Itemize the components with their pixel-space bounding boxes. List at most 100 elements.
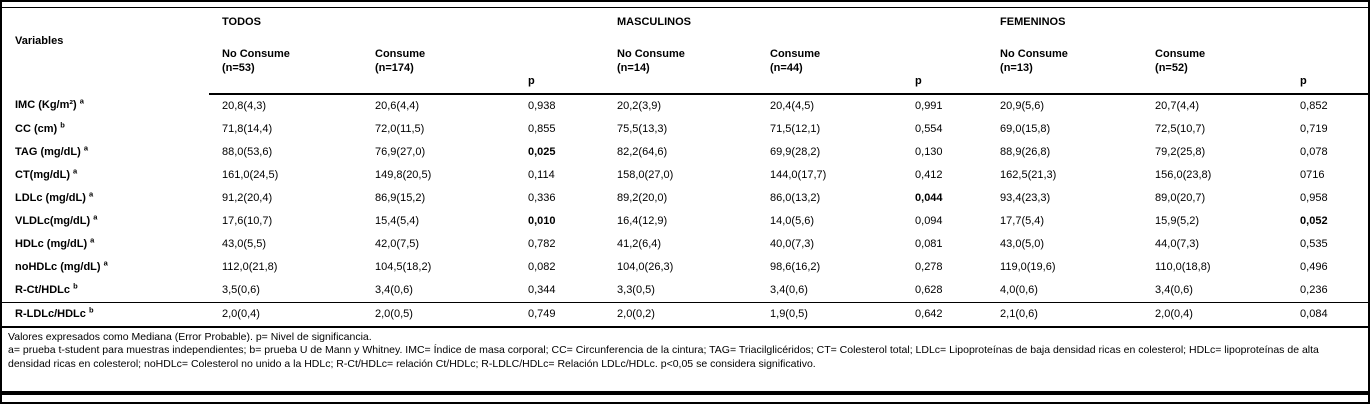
value-cell: 93,4(23,3)	[1000, 191, 1051, 204]
p-value-cell: 0,412	[915, 168, 943, 181]
value-cell: 89,0(20,7)	[1155, 191, 1206, 204]
variable-name: HDLc (mg/dL) a	[15, 234, 95, 250]
test-superscript: a	[73, 165, 78, 175]
variable-name: noHDLc (mg/dL) a	[15, 257, 108, 273]
p-value-cell: 0,991	[915, 99, 943, 112]
value-cell: 71,8(14,4)	[222, 122, 273, 135]
value-cell: 43,0(5,0)	[1000, 237, 1045, 250]
test-superscript: b	[88, 304, 94, 314]
variables-header: Variables	[15, 34, 64, 47]
value-cell: 2,1(0,6)	[987, 301, 1143, 328]
column-header-femeninos-1: Consume (n=52)	[1142, 43, 1288, 95]
value-cell: 16,4(12,9)	[617, 214, 668, 227]
value-cell: 156,0(23,8)	[1155, 168, 1212, 181]
variable-name: VLDLc(mg/dL) a	[15, 211, 98, 227]
value-cell: 76,9(27,0)	[375, 145, 426, 158]
table-row: R-LDLc/HDLc b 2,0(0,4) 2,0(0,5) 0,749 2,0(0,…	[2, 301, 1368, 328]
test-superscript: a	[90, 234, 95, 244]
variable-name: CT(mg/dL) a	[15, 165, 78, 181]
p-value-cell: 0,496	[1300, 260, 1328, 273]
p-value-cell: 0,094	[915, 214, 943, 227]
group-header-femeninos: FEMENINOS	[1000, 16, 1066, 28]
p-value-cell: 0,078	[1300, 145, 1328, 158]
value-cell: 119,0(19,6)	[1000, 260, 1056, 273]
test-superscript: a	[93, 211, 98, 221]
value-cell: 158,0(27,0)	[617, 168, 674, 181]
value-cell: 2,0(0,5)	[362, 301, 515, 328]
value-cell: 14,0(5,6)	[770, 214, 815, 227]
p-value-cell: 0,236	[1300, 283, 1328, 296]
table-row: TAG (mg/dL) a 88,0(53,6) 76,9(27,0) 0,025 82…	[2, 141, 1368, 164]
table-body: IMC (Kg/m²) a 20,8(4,3) 20,6(4,4) 0,938 20,2…	[2, 94, 1368, 328]
value-cell: 15,9(5,2)	[1155, 214, 1200, 227]
value-cell: 88,0(53,6)	[222, 145, 273, 158]
p-value-cell: 0,025	[528, 145, 556, 158]
value-cell: 162,5(21,3)	[1000, 168, 1057, 181]
value-cell: 89,2(20,0)	[617, 191, 668, 204]
p-value-cell: 0,336	[528, 191, 556, 204]
value-cell: 20,6(4,4)	[375, 99, 420, 112]
value-cell: 20,9(5,6)	[1000, 99, 1045, 112]
p-value-cell: 0,749	[515, 301, 605, 328]
column-header-femeninos-2: p	[1287, 43, 1368, 95]
value-cell: 20,8(4,3)	[222, 99, 267, 112]
value-cell: 149,8(20,5)	[375, 168, 432, 181]
value-cell: 3,3(0,5)	[617, 283, 655, 296]
value-cell: 161,0(24,5)	[222, 168, 279, 181]
value-cell: 144,0(17,7)	[770, 168, 827, 181]
footnote-abbreviations-note: a= prueba t-student para muestras indepe…	[8, 344, 1319, 370]
value-cell: 91,2(20,4)	[222, 191, 273, 204]
value-cell: 42,0(7,5)	[375, 237, 420, 250]
p-value-cell: 0,084	[1287, 301, 1368, 328]
value-cell: 110,0(18,8)	[1155, 260, 1211, 273]
column-header-todos-1: Consume (n=174)	[362, 43, 515, 95]
footnotes: Valores expresados como Mediana (Error P…	[2, 328, 1368, 372]
p-value-cell: 0,852	[1300, 99, 1328, 112]
value-cell: 3,4(0,6)	[770, 283, 808, 296]
variable-name: IMC (Kg/m²) a	[15, 96, 84, 111]
table-row: noHDLc (mg/dL) a 112,0(21,8) 104,5(18,2) 0,…	[2, 256, 1368, 279]
value-cell: 86,0(13,2)	[770, 191, 821, 204]
table-row: VLDLc(mg/dL) a 17,6(10,7) 15,4(5,4) 0,010 16…	[2, 210, 1368, 233]
p-value-cell: 0,535	[1300, 237, 1328, 250]
test-superscript: b	[60, 119, 65, 129]
p-value-cell: 0,642	[902, 301, 988, 328]
table-row: CC (cm) b 71,8(14,4) 72,0(11,5) 0,855 75,5(1…	[2, 118, 1368, 141]
table-row: LDLc (mg/dL) a 91,2(20,4) 86,9(15,2) 0,336 8…	[2, 187, 1368, 210]
p-value-cell: 0,855	[528, 122, 556, 135]
value-cell: 88,9(26,8)	[1000, 145, 1051, 158]
value-cell: 71,5(12,1)	[770, 122, 821, 135]
test-superscript: a	[79, 96, 84, 106]
bottom-rule	[2, 391, 1368, 395]
value-cell: 3,4(0,6)	[375, 283, 413, 296]
variable-name: CC (cm) b	[15, 119, 65, 135]
value-cell: 2,0(0,4)	[209, 301, 362, 328]
p-value-cell: 0,782	[528, 237, 556, 250]
p-value-cell: 0,044	[915, 191, 943, 204]
value-cell: 104,5(18,2)	[375, 260, 432, 273]
value-cell: 41,2(6,4)	[617, 237, 662, 250]
test-superscript: a	[88, 188, 94, 198]
value-cell: 98,6(16,2)	[770, 260, 821, 273]
variable-name: R-Ct/HDLc b	[15, 280, 78, 296]
value-cell: 72,5(10,7)	[1155, 122, 1206, 135]
table-row: CT(mg/dL) a 161,0(24,5) 149,8(20,5) 0,114 15…	[2, 164, 1368, 187]
group-header-masculinos: MASCULINOS	[617, 16, 691, 28]
value-cell: 72,0(11,5)	[375, 122, 425, 135]
value-cell: 40,0(7,3)	[770, 237, 815, 250]
value-cell: 43,0(5,5)	[222, 237, 267, 250]
p-value-cell: 0,114	[528, 168, 555, 181]
test-superscript: a	[83, 142, 89, 152]
column-header-masculinos-2: p	[902, 43, 988, 95]
p-value-cell: 0,719	[1300, 122, 1328, 135]
value-cell: 20,7(4,4)	[1155, 99, 1200, 112]
value-cell: 4,0(0,6)	[1000, 283, 1038, 296]
value-cell: 2,0(0,4)	[1142, 301, 1288, 328]
value-cell: 17,7(5,4)	[1000, 214, 1045, 227]
p-value-cell: 0,081	[915, 237, 943, 250]
table-row: R-Ct/HDLc b 3,5(0,6) 3,4(0,6) 0,344 3,3(0,5)…	[2, 279, 1368, 303]
value-cell: 86,9(15,2)	[375, 191, 426, 204]
column-header-todos-0: No Consume (n=53)	[209, 43, 362, 95]
table-row: HDLc (mg/dL) a 43,0(5,5) 42,0(7,5) 0,782 41,…	[2, 233, 1368, 256]
